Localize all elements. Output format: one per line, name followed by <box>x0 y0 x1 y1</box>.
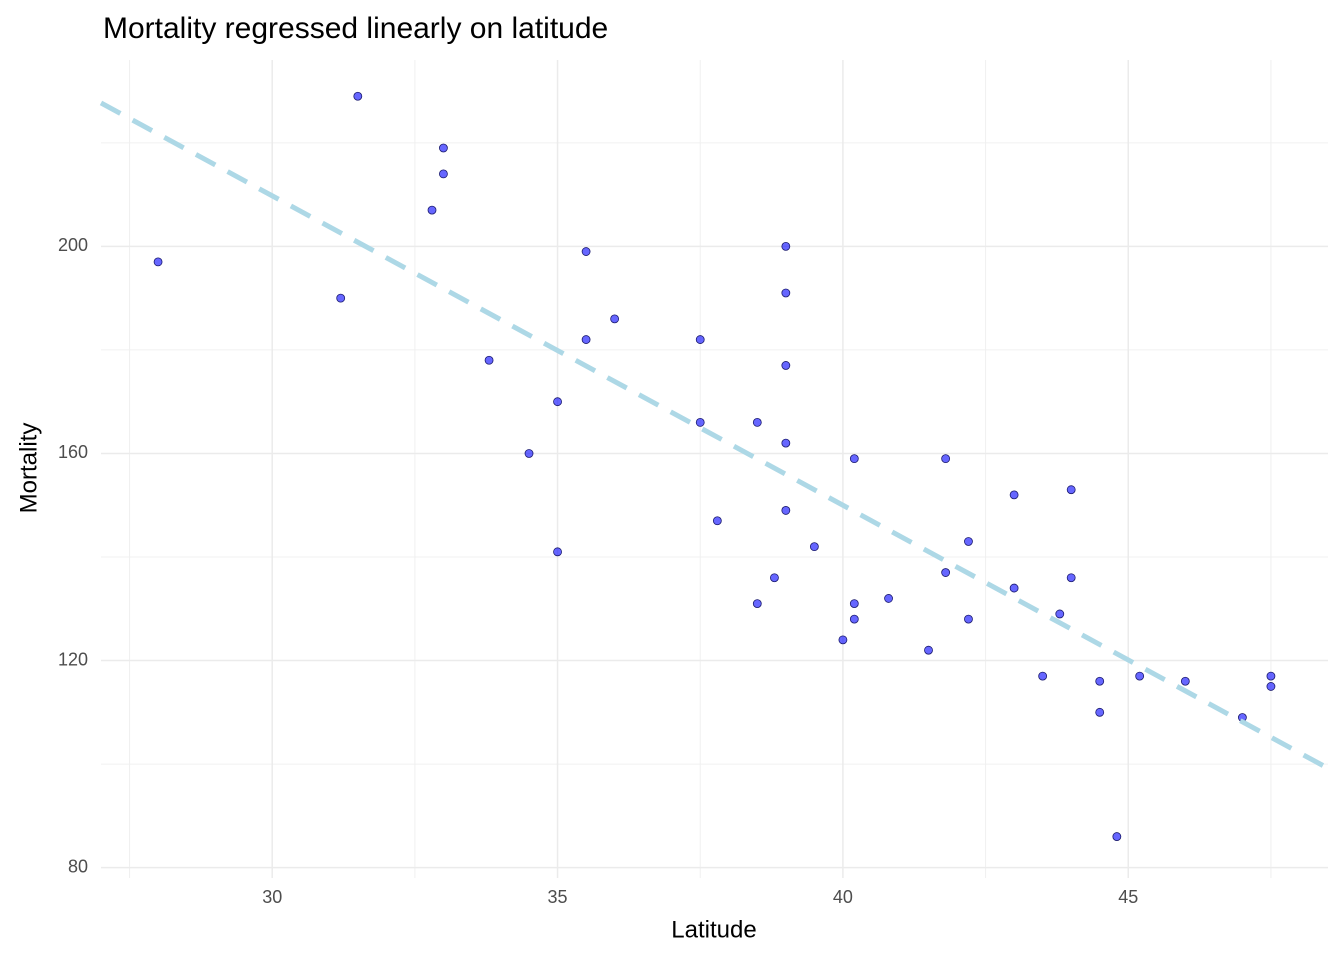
data-point <box>941 454 951 464</box>
data-point <box>781 241 791 251</box>
y-tick-label: 80 <box>68 856 88 876</box>
data-point <box>1266 682 1276 691</box>
data-point <box>553 397 562 407</box>
data-point <box>849 454 859 464</box>
data-point <box>752 418 762 427</box>
data-point <box>849 614 859 624</box>
data-point <box>553 547 562 557</box>
data-point <box>1066 485 1076 495</box>
y-tick-label: 160 <box>58 442 88 462</box>
grid <box>101 60 1328 878</box>
x-tick-label: 35 <box>548 887 568 907</box>
data-point <box>1180 676 1190 686</box>
data-point <box>581 335 591 344</box>
data-point <box>1066 573 1076 583</box>
data-point <box>781 361 791 370</box>
data-point <box>439 143 448 153</box>
data-point <box>427 205 437 215</box>
data-point <box>353 91 363 101</box>
data-point <box>1009 583 1019 593</box>
data-point <box>964 614 973 624</box>
data-point <box>1135 671 1145 681</box>
data-point <box>964 537 973 546</box>
x-tick-label: 30 <box>262 887 282 907</box>
data-point <box>752 599 762 609</box>
data-point <box>781 506 791 515</box>
data-point <box>1009 490 1019 500</box>
data-point <box>1266 671 1276 681</box>
x-axis-label: Latitude <box>671 916 756 943</box>
y-tick-label: 120 <box>58 649 88 669</box>
plot-area <box>99 91 1330 841</box>
data-point <box>884 594 893 603</box>
data-point <box>610 314 620 324</box>
data-point <box>1038 671 1048 681</box>
data-point <box>484 355 494 365</box>
regression-line <box>99 100 1330 771</box>
data-point <box>809 542 819 552</box>
data-point <box>695 335 705 344</box>
data-point <box>770 573 779 583</box>
y-axis-label: Mortality <box>15 423 42 514</box>
data-point <box>581 247 591 256</box>
data-point <box>1095 707 1105 717</box>
data-point <box>781 438 791 448</box>
data-point <box>336 293 346 303</box>
data-point <box>1055 609 1065 619</box>
data-point <box>781 288 791 298</box>
data-point <box>153 257 163 267</box>
data-point <box>838 635 848 645</box>
data-point <box>924 645 933 655</box>
data-point <box>1095 676 1105 686</box>
x-tick-label: 45 <box>1118 887 1138 907</box>
data-point <box>695 418 705 427</box>
data-point <box>524 449 534 458</box>
data-point <box>941 568 951 577</box>
x-tick-label: 40 <box>833 887 853 907</box>
data-point <box>439 169 448 179</box>
data-point <box>712 516 722 526</box>
chart-title: Mortality regressed linearly on latitude <box>103 12 608 45</box>
y-tick-label: 200 <box>58 235 88 255</box>
data-point <box>1112 832 1122 841</box>
data-point <box>849 599 859 609</box>
